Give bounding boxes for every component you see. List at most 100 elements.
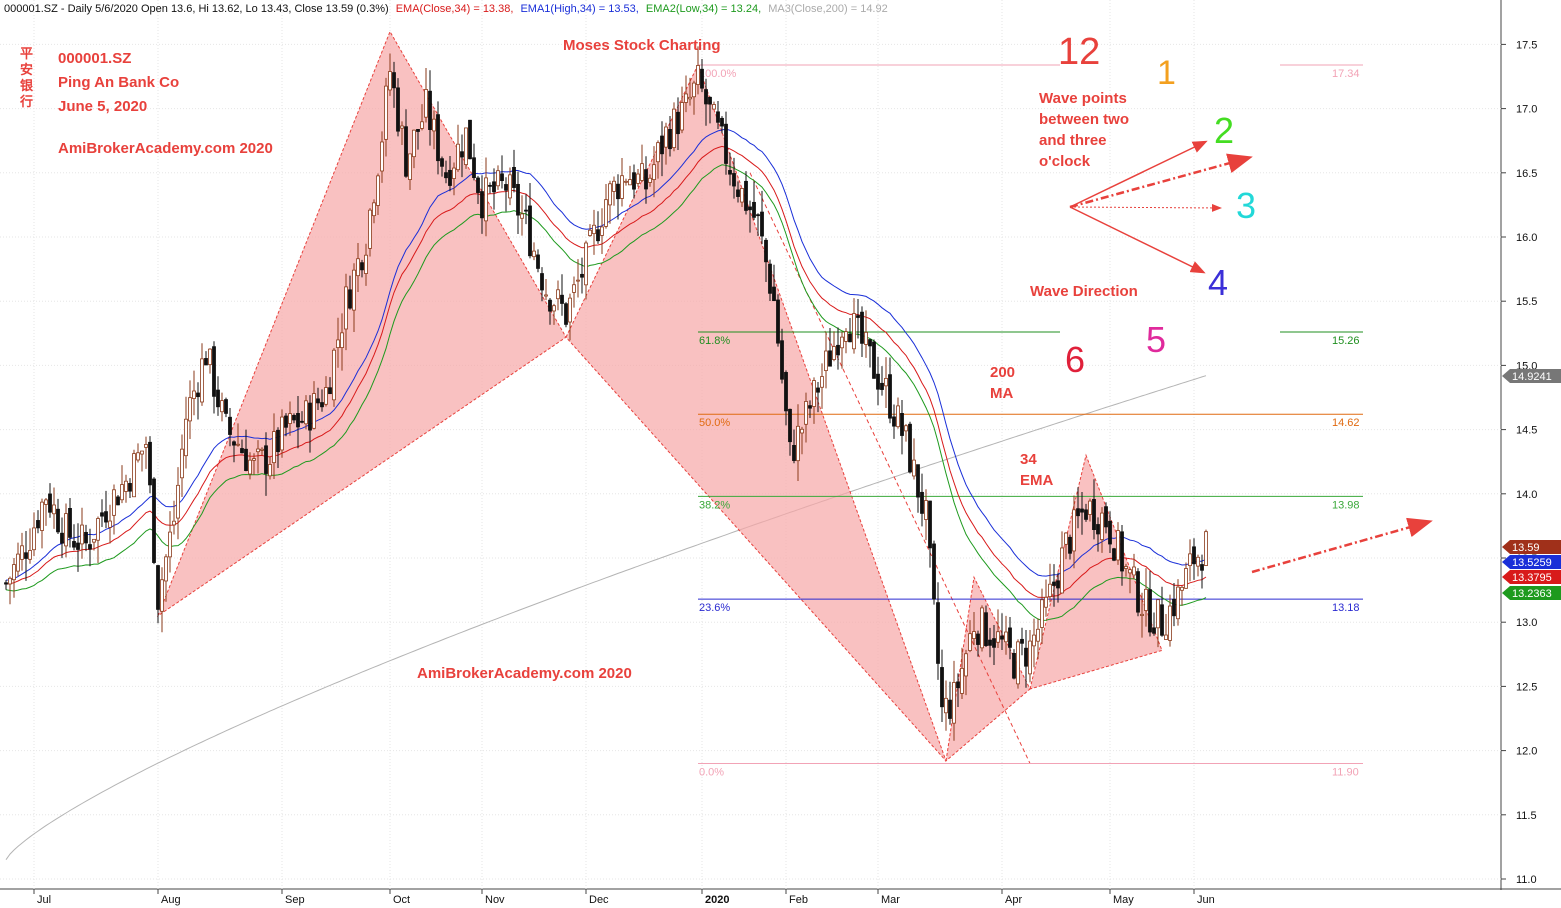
candle-body-16 — [68, 508, 72, 538]
candle-body-245 — [984, 612, 988, 646]
candle-295 — [1184, 562, 1188, 589]
candle-body-267 — [1072, 509, 1076, 552]
candle-body-214 — [860, 311, 864, 344]
candle-246 — [988, 627, 992, 658]
ema34-label-line1: 34 — [1020, 451, 1037, 468]
candle-body-73 — [296, 413, 300, 428]
candle-276 — [1108, 511, 1112, 553]
price-tag-bg-0 — [1502, 540, 1561, 554]
candle-body-222 — [892, 416, 896, 427]
candle-body-260 — [1044, 596, 1048, 608]
candle-60 — [244, 429, 248, 472]
y-tick-label-7: 14.5 — [1516, 425, 1537, 437]
candle-body-56 — [228, 416, 232, 435]
candle-body-238 — [956, 681, 960, 689]
candle-body-31 — [128, 483, 132, 492]
candle-44 — [180, 434, 184, 497]
header-ema-high: EMA1(High,34) = 13.53, — [520, 3, 638, 15]
chinese-char-1: 安 — [20, 62, 33, 77]
candle-150 — [604, 184, 608, 229]
fib-pct-label-4: 23.6% — [699, 602, 730, 614]
candle-11 — [48, 483, 52, 518]
candle-163 — [656, 140, 660, 179]
candle-182 — [732, 157, 736, 199]
candle-170 — [684, 75, 688, 113]
candle-35 — [144, 436, 148, 469]
y-tick-label-4: 13.0 — [1516, 617, 1537, 629]
candle-body-21 — [88, 544, 92, 550]
candle-297 — [1192, 538, 1196, 580]
candle-body-19 — [80, 524, 84, 545]
candle-body-111 — [448, 169, 452, 186]
candle-body-102 — [412, 129, 416, 158]
candle-body-174 — [700, 68, 704, 89]
candle-body-34 — [140, 450, 144, 455]
candle-body-231 — [928, 500, 932, 549]
candle-body-283 — [1136, 571, 1140, 613]
candle-251 — [1008, 616, 1012, 660]
candle-281 — [1128, 568, 1132, 594]
wave-points-label: Wave points between two and three o'clock — [1039, 90, 1129, 170]
candle-body-202 — [812, 380, 816, 407]
candle-294 — [1180, 585, 1184, 606]
price-tag-bg-1 — [1502, 369, 1561, 383]
x-tick-label-4: Nov — [485, 894, 505, 906]
candle-body-172 — [692, 82, 696, 98]
candle-188 — [756, 213, 760, 236]
candle-body-230 — [924, 500, 928, 520]
candle-206 — [828, 328, 832, 367]
x-tick-label-3: Oct — [393, 894, 410, 906]
y-tick-label-0: 11.0 — [1516, 874, 1537, 886]
header-ma200: MA3(Close,200) = 14.92 — [768, 3, 888, 15]
candle-body-59 — [240, 448, 244, 454]
title-symbol: 000001.SZ — [58, 50, 131, 67]
candle-287 — [1152, 612, 1156, 636]
candle-59 — [240, 439, 244, 454]
candle-body-252 — [1012, 653, 1016, 679]
candle-body-84 — [340, 332, 344, 348]
candle-178 — [716, 100, 720, 130]
candle-body-119 — [480, 191, 484, 219]
candle-269 — [1080, 492, 1084, 535]
candle-17 — [72, 524, 76, 551]
candle-115 — [464, 127, 468, 169]
candle-201 — [808, 400, 812, 419]
candle-37 — [152, 477, 156, 565]
candle-body-182 — [732, 173, 736, 187]
candle-body-114 — [460, 151, 464, 158]
candle-body-164 — [660, 135, 664, 155]
candle-267 — [1072, 495, 1076, 569]
candle-152 — [612, 176, 616, 206]
candle-body-246 — [988, 639, 992, 646]
candle-body-206 — [828, 350, 832, 367]
candle-body-269 — [1080, 508, 1084, 513]
candle-body-146 — [588, 229, 592, 236]
candle-body-256 — [1028, 640, 1032, 675]
candle-body-18 — [76, 542, 80, 550]
candle-body-40 — [164, 556, 168, 582]
candle-body-156 — [628, 179, 632, 186]
direction-arrow — [1251, 517, 1433, 574]
candle-32 — [132, 449, 136, 498]
candle-body-149 — [600, 226, 604, 236]
candle-body-46 — [188, 397, 192, 422]
ma200-label-line2: MA — [990, 385, 1013, 402]
candle-body-170 — [684, 93, 688, 103]
candle-299 — [1200, 554, 1204, 589]
candle-285 — [1144, 568, 1148, 627]
ema-low-line — [5, 164, 1207, 621]
candle-54 — [220, 392, 224, 422]
candle-body-45 — [184, 418, 188, 457]
candle-84 — [340, 313, 344, 371]
candle-194 — [780, 328, 784, 384]
candle-body-257 — [1032, 634, 1036, 647]
candle-24 — [100, 499, 104, 527]
candle-145 — [584, 240, 588, 300]
candle-body-75 — [304, 400, 308, 425]
candle-56 — [228, 407, 232, 447]
candle-body-20 — [84, 531, 88, 544]
candle-body-259 — [1040, 599, 1044, 628]
candle-body-176 — [708, 96, 712, 105]
